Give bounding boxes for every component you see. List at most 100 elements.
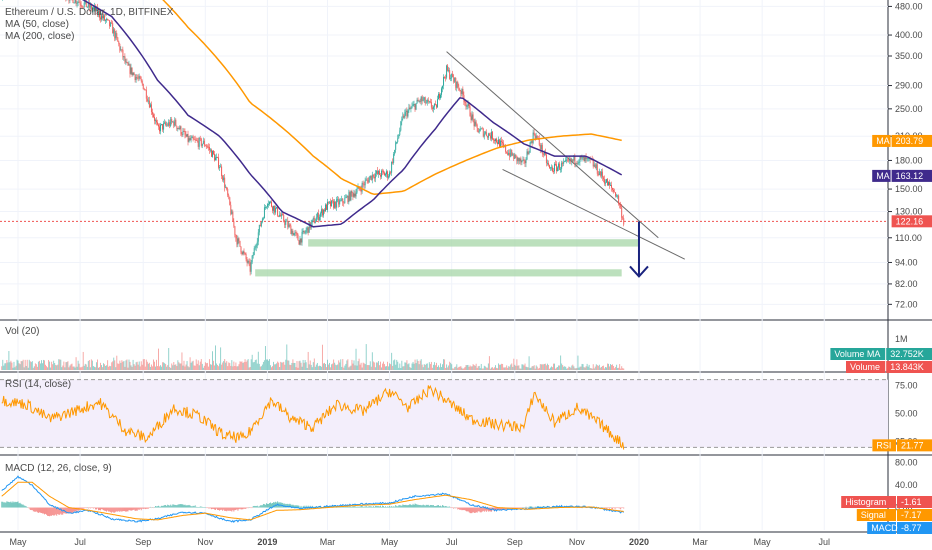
- volume-bar: [340, 359, 342, 370]
- volume-bar: [32, 367, 34, 370]
- macd-histogram-bar: [440, 505, 441, 508]
- volume-bar: [412, 361, 414, 370]
- candle-body: [246, 259, 248, 263]
- volume-bar: [67, 361, 69, 370]
- macd-histogram-bar: [222, 507, 224, 511]
- volume-bar: [291, 362, 293, 370]
- macd-histogram-bar: [201, 506, 203, 508]
- volume-bar: [112, 361, 114, 370]
- candle-body: [483, 133, 485, 137]
- volume-bar: [364, 364, 366, 370]
- volume-bar: [144, 366, 146, 370]
- volume-bar: [312, 362, 314, 370]
- volume-bar: [489, 368, 491, 370]
- candle-body: [511, 149, 513, 156]
- volume-bar: [157, 366, 158, 370]
- macd-histogram-bar: [416, 504, 418, 508]
- macd-histogram-bar: [338, 507, 340, 508]
- macd-histogram-bar: [65, 507, 67, 514]
- volume-bar: [544, 363, 546, 370]
- macd-histogram-bar: [212, 507, 213, 509]
- candle-body: [497, 142, 498, 145]
- last-price-badge-value: 122.16: [896, 216, 924, 226]
- volume-bar: [324, 362, 325, 370]
- candle-body: [122, 49, 124, 58]
- time-tick-label: Sep: [507, 537, 523, 547]
- macd-histogram-bar: [138, 507, 140, 510]
- last-price-badge: 122.16: [891, 215, 932, 228]
- grid: [0, 0, 932, 533]
- volume-bar: [467, 364, 469, 370]
- volume-bar: [600, 366, 602, 370]
- candle-body: [339, 200, 341, 205]
- candle-body: [132, 72, 134, 75]
- macd-histogram-bar: [93, 507, 95, 509]
- candle-body: [520, 158, 522, 163]
- macd-histogram-bar: [86, 507, 88, 508]
- macd-histogram-bar: [391, 506, 393, 508]
- macd-histogram-bar: [81, 507, 83, 510]
- volume-bar: [75, 357, 77, 370]
- volume-bar: [555, 368, 557, 370]
- volume-bar: [478, 365, 480, 370]
- macd-histogram-bar: [265, 503, 267, 508]
- candle-body: [82, 6, 84, 8]
- volume-bar: [203, 365, 205, 370]
- volume-bar: [510, 364, 512, 370]
- macd-histogram-bar: [30, 507, 32, 511]
- macd-histogram-bar: [622, 507, 624, 509]
- candle-body: [565, 159, 567, 162]
- macd-histogram-bar: [48, 507, 50, 516]
- candle-body: [385, 174, 386, 176]
- candle-body: [227, 189, 229, 196]
- candle-body: [170, 119, 172, 126]
- volume-bar: [532, 366, 534, 370]
- volume-bar: [124, 366, 126, 370]
- macd-histogram-bar: [24, 505, 26, 508]
- candle-body: [426, 99, 428, 103]
- macd-pane[interactable]: [1, 475, 625, 523]
- price-pane[interactable]: [0, 0, 888, 278]
- candle-body: [156, 120, 157, 123]
- volume-bar: [349, 366, 351, 370]
- volume-bar: [145, 359, 147, 370]
- candle-body: [198, 138, 200, 147]
- rsi-pane[interactable]: [0, 379, 888, 450]
- volume-bar: [330, 367, 332, 370]
- volume-bar: [168, 348, 170, 370]
- volume-pane[interactable]: [1, 344, 625, 370]
- macd-histogram-bar: [118, 507, 120, 511]
- volume-bar: [174, 364, 176, 370]
- macd-histogram-bar: [51, 507, 53, 516]
- macd-histogram-bar: [269, 503, 270, 508]
- candle-body: [133, 72, 135, 75]
- macd-histogram-bar: [200, 506, 202, 508]
- volume-bar: [180, 363, 182, 370]
- candle-body: [293, 233, 295, 236]
- candle-body: [445, 77, 447, 79]
- candle-body: [475, 121, 477, 125]
- macd-histogram-bar: [480, 507, 482, 513]
- candle-body: [213, 150, 214, 154]
- volume-bar: [47, 367, 49, 370]
- candle-body: [151, 111, 153, 115]
- candle-body: [167, 124, 169, 126]
- volume-bar: [568, 366, 570, 370]
- volume-bar: [31, 361, 33, 370]
- candle-body: [535, 135, 537, 139]
- macd-histogram-bar: [437, 505, 438, 508]
- macd-histogram-bar: [455, 507, 457, 509]
- candle-body: [583, 156, 585, 162]
- candle-body: [560, 168, 562, 170]
- volume-bar: [50, 367, 52, 370]
- macd-histogram-bar: [262, 503, 264, 508]
- candle-body: [346, 196, 348, 198]
- candle-body: [546, 162, 548, 164]
- candle-body: [295, 232, 297, 234]
- volume-bar: [461, 367, 463, 370]
- macd-histogram-bar: [211, 507, 212, 510]
- volume-bar: [21, 361, 23, 370]
- volume-bar: [173, 362, 175, 370]
- volume-bar: [116, 355, 118, 370]
